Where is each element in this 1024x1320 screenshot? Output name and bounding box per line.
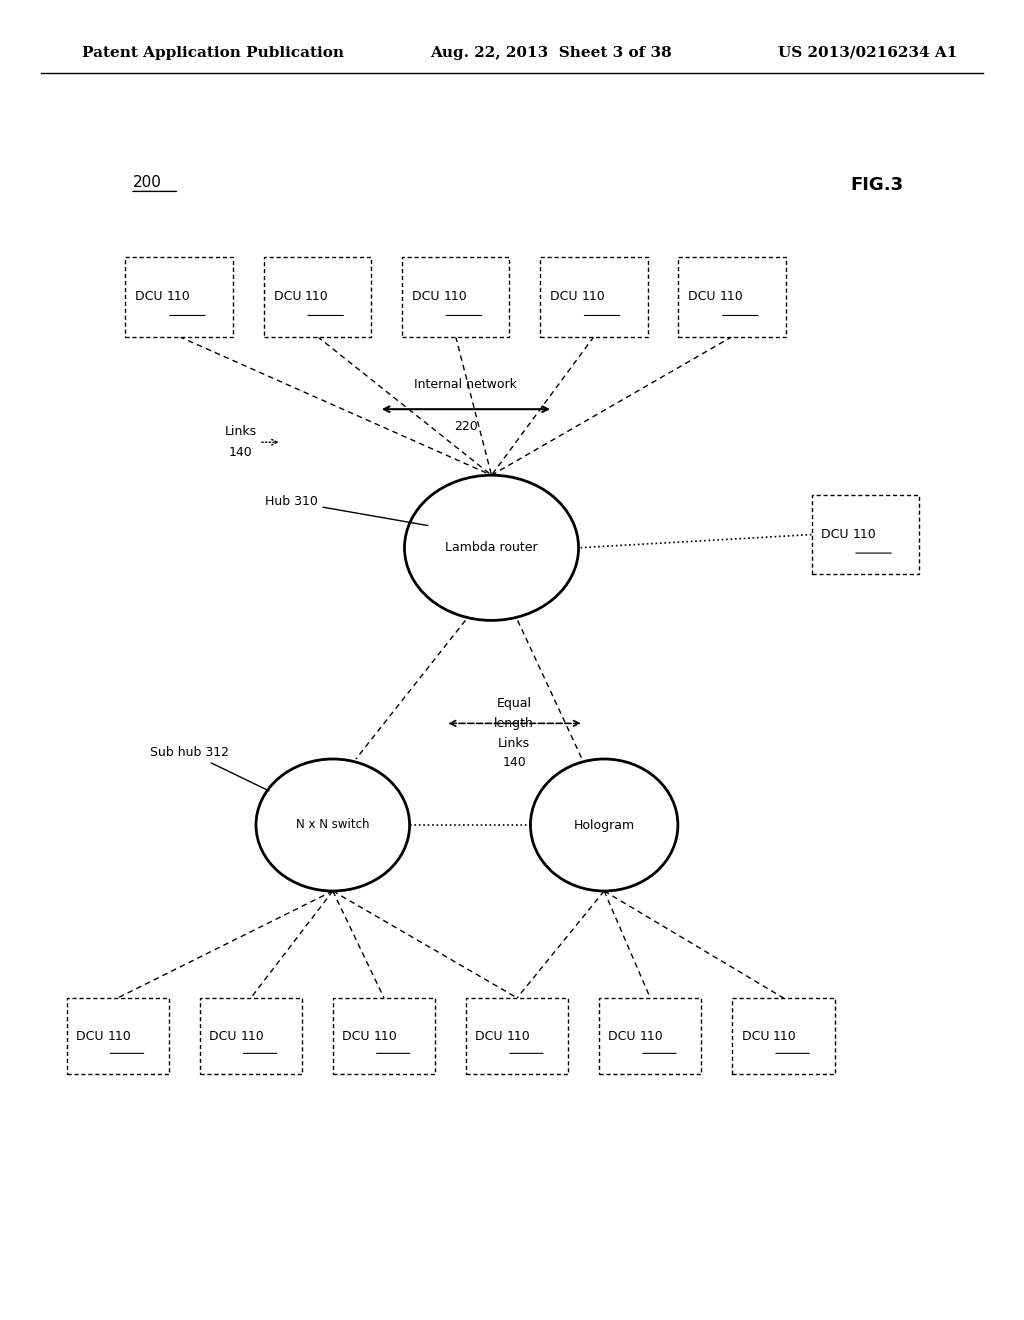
Text: DCU: DCU [741, 1030, 773, 1043]
Text: Links: Links [224, 425, 257, 438]
Bar [732, 998, 835, 1074]
Text: DCU: DCU [821, 528, 853, 541]
Bar [466, 998, 568, 1074]
Text: DCU: DCU [76, 1030, 108, 1043]
Text: Links: Links [498, 737, 530, 750]
Text: 110: 110 [582, 290, 605, 304]
Text: 110: 110 [374, 1030, 397, 1043]
Text: 110: 110 [507, 1030, 530, 1043]
Bar [678, 257, 786, 337]
Bar [333, 998, 435, 1074]
Text: DCU: DCU [209, 1030, 241, 1043]
Text: Aug. 22, 2013  Sheet 3 of 38: Aug. 22, 2013 Sheet 3 of 38 [430, 46, 672, 59]
Text: 220: 220 [454, 420, 478, 433]
Ellipse shape [256, 759, 410, 891]
Text: 110: 110 [773, 1030, 797, 1043]
Bar [541, 257, 647, 337]
Text: DCU: DCU [475, 1030, 507, 1043]
Text: Patent Application Publication: Patent Application Publication [82, 46, 344, 59]
Text: 110: 110 [443, 290, 467, 304]
Bar [125, 257, 232, 337]
Text: US 2013/0216234 A1: US 2013/0216234 A1 [778, 46, 957, 59]
Text: 110: 110 [853, 528, 877, 541]
Text: 200: 200 [133, 174, 162, 190]
Text: N x N switch: N x N switch [296, 818, 370, 832]
Text: 140: 140 [502, 756, 526, 770]
Text: Lambda router: Lambda router [445, 541, 538, 554]
Text: 110: 110 [241, 1030, 264, 1043]
Ellipse shape [404, 475, 579, 620]
Bar [264, 257, 371, 337]
Text: DCU: DCU [412, 290, 443, 304]
Text: 110: 110 [640, 1030, 664, 1043]
Text: DCU: DCU [688, 290, 720, 304]
Text: Sub hub 312: Sub hub 312 [150, 746, 269, 791]
Text: FIG.3: FIG.3 [850, 176, 903, 194]
Bar [67, 998, 169, 1074]
Text: 110: 110 [720, 290, 743, 304]
Bar [200, 998, 302, 1074]
Text: 110: 110 [305, 290, 329, 304]
Text: Hologram: Hologram [573, 818, 635, 832]
Bar [401, 257, 510, 337]
Text: DCU: DCU [342, 1030, 374, 1043]
Text: Hub 310: Hub 310 [264, 495, 428, 525]
Bar [811, 495, 920, 574]
Text: DCU: DCU [608, 1030, 640, 1043]
Ellipse shape [530, 759, 678, 891]
Text: DCU: DCU [273, 290, 305, 304]
Text: 110: 110 [108, 1030, 131, 1043]
Text: 140: 140 [228, 446, 253, 459]
Text: DCU: DCU [135, 290, 167, 304]
Text: Internal network: Internal network [415, 378, 517, 391]
Bar [599, 998, 701, 1074]
Text: 110: 110 [167, 290, 190, 304]
Text: length: length [495, 717, 534, 730]
Text: Equal: Equal [497, 697, 531, 710]
Text: DCU: DCU [550, 290, 582, 304]
